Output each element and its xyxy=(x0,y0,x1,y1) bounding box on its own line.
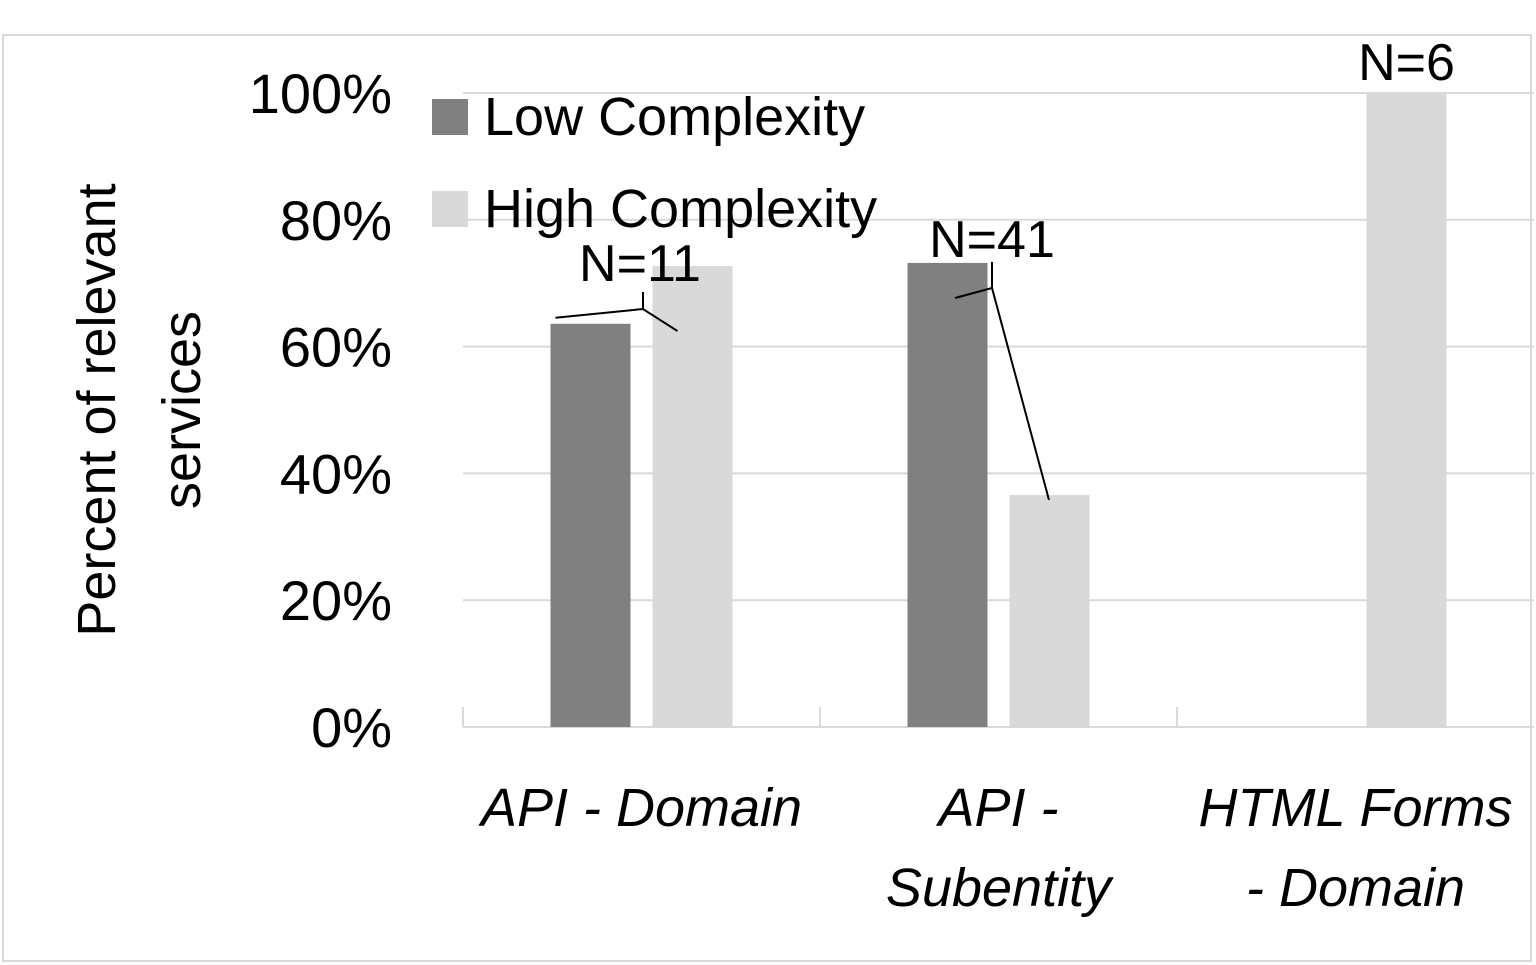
chart-frame xyxy=(2,34,1532,962)
legend-swatch xyxy=(432,99,468,135)
y-axis-title: services xyxy=(152,311,212,509)
n-annotation: N=11 xyxy=(579,235,701,293)
x-category-label: API - xyxy=(935,778,1058,838)
n-annotation: N=6 xyxy=(1358,34,1455,92)
y-axis-title: Percent of relevant xyxy=(67,183,127,636)
bar-low-complexity xyxy=(550,323,631,727)
bar-high-complexity xyxy=(1366,93,1447,727)
y-tick-label: 0% xyxy=(311,696,392,759)
y-tick-label: 20% xyxy=(280,569,392,632)
x-category-label: Subentity xyxy=(886,858,1114,918)
x-category-label: API - Domain xyxy=(478,778,802,838)
y-tick-label: 80% xyxy=(280,189,392,252)
y-tick-label: 100% xyxy=(249,62,392,125)
y-tick-label: 60% xyxy=(280,316,392,379)
legend-label: Low Complexity xyxy=(484,87,865,147)
legend-swatch xyxy=(432,191,468,227)
y-tick-label: 40% xyxy=(280,442,392,505)
legend-label: High Complexity xyxy=(484,179,877,239)
bar-low-complexity xyxy=(907,262,988,727)
bar-high-complexity xyxy=(652,266,733,727)
x-category-label: - Domain xyxy=(1246,858,1465,918)
n-annotation: N=41 xyxy=(929,211,1055,269)
bar-high-complexity xyxy=(1009,494,1090,727)
x-category-label: HTML Forms xyxy=(1198,778,1512,838)
